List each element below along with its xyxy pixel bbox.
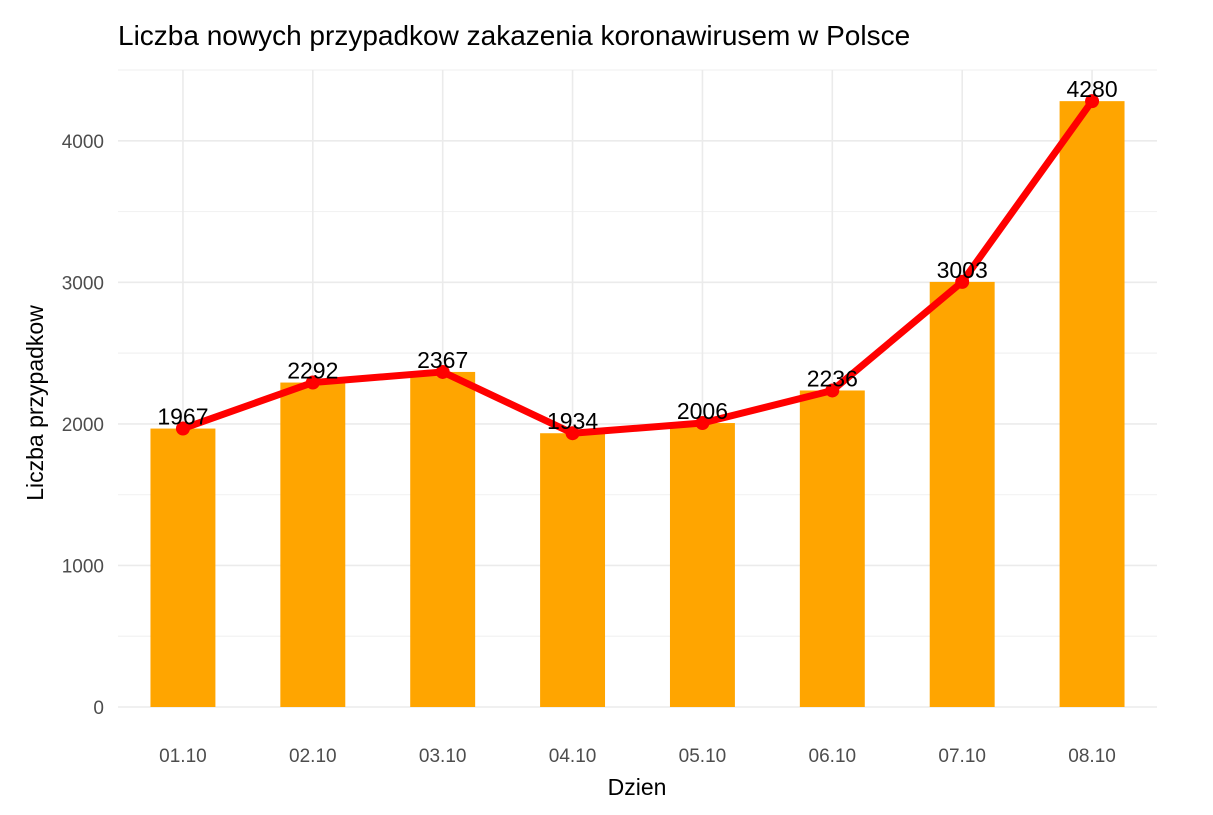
data-label-02.10: 2292 — [287, 358, 338, 384]
line-point-07.10 — [955, 274, 970, 289]
x-axis-title: Dzien — [608, 774, 667, 800]
data-label-08.10: 4280 — [1066, 76, 1117, 102]
x-tick-label: 07.10 — [938, 746, 986, 767]
line-series — [179, 97, 1096, 437]
line-point-04.10 — [565, 426, 580, 441]
data-labels: 1967 2292 2367 1934 2006 2236 3003 4280 — [157, 76, 1117, 434]
x-tick-label: 06.10 — [809, 746, 857, 767]
line-point-05.10 — [695, 416, 710, 431]
data-label-01.10: 1967 — [157, 404, 208, 430]
line-point-06.10 — [825, 383, 840, 398]
y-tick-label: 4000 — [62, 132, 104, 153]
y-axis-ticks: 0 1000 2000 3000 4000 — [62, 132, 104, 719]
x-tick-label: 02.10 — [289, 746, 337, 767]
line-point-02.10 — [305, 375, 320, 390]
data-label-04.10: 1934 — [547, 408, 598, 434]
x-tick-label: 03.10 — [419, 746, 467, 767]
data-label-03.10: 2367 — [417, 347, 468, 373]
chart-title: Liczba nowych przypadkow zakazenia koron… — [118, 20, 911, 51]
line-point-01.10 — [175, 421, 190, 436]
bar-08.10 — [1059, 101, 1125, 708]
x-tick-label: 04.10 — [549, 746, 597, 767]
bar-05.10 — [669, 423, 735, 707]
y-tick-label: 1000 — [62, 556, 104, 577]
bar-07.10 — [929, 281, 995, 707]
data-label-05.10: 2006 — [677, 398, 728, 424]
line-points — [175, 94, 1100, 441]
line-point-03.10 — [435, 364, 450, 379]
line-series-path — [179, 97, 1096, 437]
y-tick-label: 3000 — [62, 273, 104, 294]
bar-02.10 — [280, 382, 346, 707]
x-axis-ticks: 01.10 02.10 03.10 04.10 05.10 06.10 07.10 08.10 — [159, 746, 1116, 767]
gridlines — [118, 69, 1157, 708]
x-tick-label: 05.10 — [679, 746, 727, 767]
data-label-07.10: 3003 — [937, 257, 988, 283]
bar-06.10 — [799, 390, 865, 707]
data-label-06.10: 2236 — [807, 365, 858, 391]
x-tick-label: 08.10 — [1068, 746, 1116, 767]
x-tick-label: 01.10 — [159, 746, 207, 767]
y-axis-title: Liczba przypadkow — [22, 305, 48, 501]
y-tick-label: 2000 — [62, 415, 104, 436]
y-tick-label: 0 — [93, 698, 104, 719]
bar-01.10 — [150, 428, 216, 707]
bar-series — [150, 101, 1125, 708]
bar-04.10 — [540, 433, 606, 707]
bar-03.10 — [410, 371, 476, 707]
line-point-08.10 — [1085, 94, 1100, 109]
